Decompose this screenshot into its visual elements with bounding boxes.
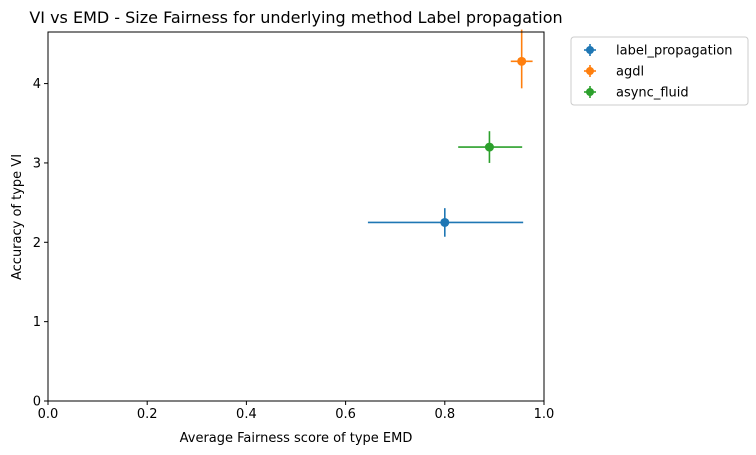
legend-label: async_fluid	[616, 86, 689, 101]
y-tick-label: 3	[33, 156, 41, 171]
series-label_propagation	[367, 208, 524, 237]
y-tick-label: 0	[33, 395, 41, 410]
data-point	[517, 56, 527, 66]
x-tick-label: 1.0	[534, 407, 555, 422]
x-tick-label: 0.0	[38, 407, 59, 422]
y-tick-label: 1	[33, 315, 41, 330]
data-point	[440, 217, 450, 227]
legend-marker	[586, 46, 594, 54]
x-tick-label: 0.6	[335, 407, 356, 422]
y-tick-label: 4	[33, 77, 41, 92]
legend-marker	[586, 88, 594, 96]
plot-frame	[47, 31, 545, 402]
legend-frame	[570, 36, 749, 106]
x-tick-label: 0.2	[137, 407, 158, 422]
legend-marker	[586, 67, 594, 75]
x-axis-label: Average Fairness score of type EMD	[180, 431, 413, 446]
legend-label: agdl	[616, 65, 644, 80]
data-point	[484, 142, 494, 152]
chart-title: VI vs EMD - Size Fairness for underlying…	[29, 8, 562, 27]
y-tick-label: 2	[33, 236, 41, 251]
y-axis-label: Accuracy of type VI	[10, 154, 25, 280]
series-async_fluid	[458, 131, 523, 163]
legend-label: label_propagation	[616, 44, 733, 59]
x-tick-label: 0.8	[434, 407, 455, 422]
series-agdl	[510, 29, 533, 89]
x-tick-label: 0.4	[236, 407, 257, 422]
